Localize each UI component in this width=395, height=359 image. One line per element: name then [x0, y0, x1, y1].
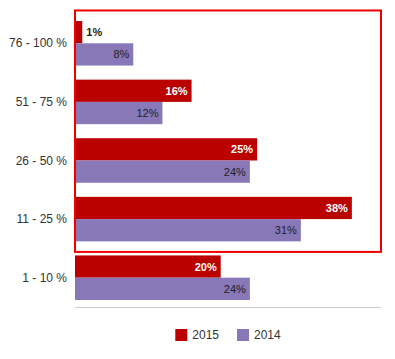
legend-swatch: [237, 329, 249, 341]
data-label: 24%: [224, 166, 246, 178]
bar: [75, 80, 192, 102]
legend-swatch: [175, 329, 187, 341]
bar: [75, 219, 301, 241]
x-axis-line: [75, 307, 381, 308]
highlight-frame: [75, 10, 381, 251]
bar: [75, 102, 162, 124]
y-tick-label: 51 - 75 %: [16, 95, 68, 109]
data-label: 31%: [275, 224, 297, 236]
legend: 2015 2014: [175, 328, 281, 342]
data-label: 12%: [136, 107, 158, 119]
bar: [75, 255, 221, 277]
bar: [75, 278, 250, 300]
data-label: 25%: [231, 143, 253, 155]
data-label: 38%: [326, 202, 348, 214]
page: {"chart_data": {"type": "bar", "orientat…: [0, 0, 395, 359]
bar: [75, 197, 352, 219]
bar: [75, 21, 82, 43]
data-label: 1%: [86, 26, 102, 38]
y-tick-label: 76 - 100 %: [9, 36, 67, 50]
legend-label: 2014: [254, 328, 281, 342]
y-axis: 76 - 100 % 51 - 75 % 26 - 50 % 11 - 25 % 1 -…: [9, 36, 67, 284]
legend-label: 2015: [192, 328, 219, 342]
chart: 1% 16% 25% 38% 20% 8% 12% 24% 31% 24% 76 - 100 % 51…: [0, 0, 395, 359]
bar: [75, 43, 133, 65]
y-tick-label: 11 - 25 %: [17, 212, 68, 226]
data-labels: 1% 16% 25% 38% 20% 8% 12% 24% 31% 24%: [86, 26, 348, 295]
bar: [75, 161, 250, 183]
data-label: 8%: [113, 48, 129, 60]
data-label: 20%: [195, 261, 217, 273]
bars: [75, 21, 352, 300]
bar: [75, 138, 257, 160]
y-tick-label: 26 - 50 %: [16, 154, 68, 168]
y-tick-label: 1 - 10 %: [22, 271, 67, 285]
data-label: 16%: [166, 85, 188, 97]
data-label: 24%: [224, 283, 246, 295]
